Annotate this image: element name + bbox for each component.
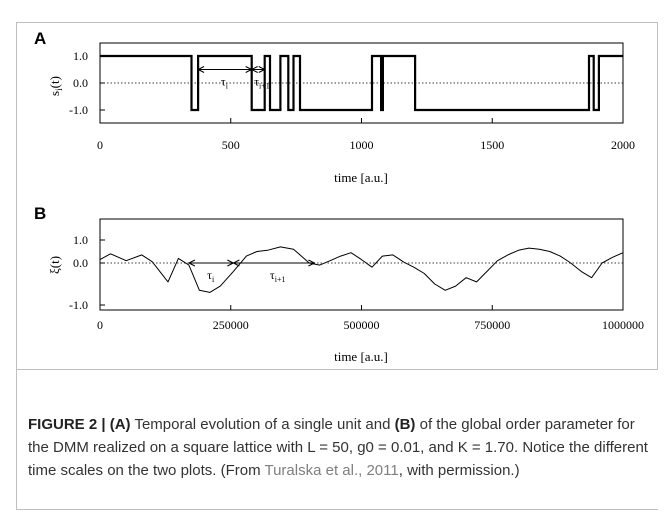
caption-suffix: , with permission.) <box>398 462 520 479</box>
panel-b-arrowhead-left <box>187 259 196 267</box>
panel-b-axes-box <box>99 218 624 311</box>
panel-a-series-line <box>100 54 623 112</box>
panel-b-arrowhead-left <box>232 259 240 267</box>
figure-frame: A 1.0 0.0 -1.0 0 500 1000 1500 2000 τi τi+1 si(… <box>16 22 658 370</box>
panel-a-interval-label: τi <box>221 75 229 91</box>
panel-b-series-line <box>99 246 624 293</box>
panel-a-xtick-label: 1000 <box>350 138 374 152</box>
caption-part-b-text: of the global order parameter for the DM… <box>28 416 648 479</box>
panel-a-ytick-label: 1.0 <box>73 49 88 63</box>
panel-a-label: A <box>34 29 46 48</box>
panel-b-arrowhead-right <box>308 259 316 267</box>
panel-b-ytick-label: -1.0 <box>69 298 88 312</box>
panel-a: A 1.0 0.0 -1.0 0 500 1000 1500 2000 τi τi+1 si(… <box>34 29 635 185</box>
panel-b-xtick-label: 500000 <box>344 318 380 332</box>
panel-a-ytick-label: -1.0 <box>69 103 88 117</box>
panel-b: B 1.00.0-1.0 0 250000 500000 750000 1000000 … <box>34 204 644 364</box>
panel-a-arrowhead-right <box>258 66 266 73</box>
panel-b-ytick-label: 0.0 <box>73 256 88 270</box>
caption-part-a-label: (A) <box>109 416 131 433</box>
caption-part-a-text: Temporal evolution of a single unit and <box>130 416 395 433</box>
panel-a-interval-label: τi+1 <box>254 75 270 91</box>
panel-b-xtick-label: 750000 <box>474 318 510 332</box>
caption-part-b-label: (B) <box>394 416 416 433</box>
panel-b-xtick-label: 250000 <box>213 318 249 332</box>
caption-bottom-rule <box>16 509 658 510</box>
figure-plots: A 1.0 0.0 -1.0 0 500 1000 1500 2000 τi τi+1 si(… <box>34 29 644 364</box>
panel-b-xtick-label: 1000000 <box>602 318 644 332</box>
caption-citation-link[interactable]: Turalska et al., 2011 <box>264 462 399 479</box>
panel-a-arrowhead-left <box>196 66 205 73</box>
panel-a-arrowhead-left <box>250 66 258 73</box>
panel-b-interval-label: τi+1 <box>270 268 286 284</box>
panel-a-xtick-label: 2000 <box>611 138 635 152</box>
caption-left-rule <box>16 370 17 510</box>
panel-a-xtick-label: 1500 <box>480 138 504 152</box>
panel-a-xtick-label: 500 <box>222 138 240 152</box>
caption-figure-label: FIGURE 2 | <box>28 416 110 433</box>
panel-a-xtick-label: 0 <box>97 138 103 152</box>
panel-b-ytick-label: 1.0 <box>73 233 88 247</box>
panel-b-xlabel: time [a.u.] <box>334 349 388 364</box>
panel-a-xlabel: time [a.u.] <box>334 170 388 185</box>
panel-a-ytick-label: 0.0 <box>73 76 88 90</box>
panel-b-xtick-label: 0 <box>97 318 103 332</box>
panel-a-ylabel: si(t) <box>47 76 64 96</box>
figure-caption: FIGURE 2 | (A) Temporal evolution of a s… <box>28 413 658 482</box>
panel-b-interval-label: τi <box>207 268 215 284</box>
panel-b-label: B <box>34 204 46 223</box>
panel-b-ylabel: ξ(t) <box>47 256 62 274</box>
